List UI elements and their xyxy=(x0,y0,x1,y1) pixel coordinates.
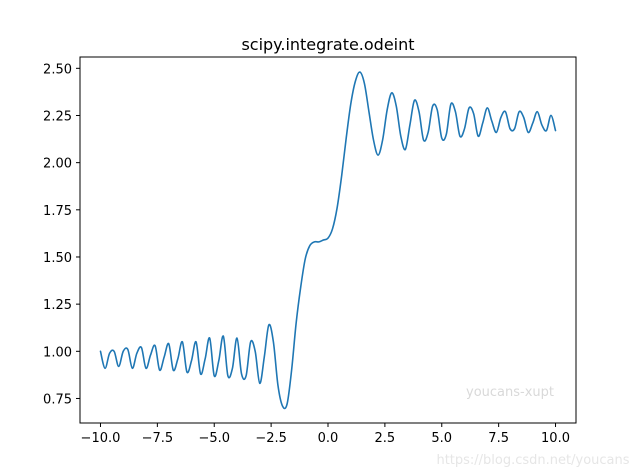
x-tick-label: 0.0 xyxy=(318,431,339,446)
x-tick-label: 5.0 xyxy=(431,431,452,446)
x-tick-label: 2.5 xyxy=(375,431,396,446)
x-tick-label: 10.0 xyxy=(541,431,570,446)
y-tick-label: 1.50 xyxy=(43,251,72,266)
y-tick-label: 1.25 xyxy=(43,298,72,313)
y-tick-label: 2.25 xyxy=(43,109,72,124)
y-tick-label: 1.75 xyxy=(43,204,72,219)
x-tick-label: 7.5 xyxy=(488,431,509,446)
x-tick-label: −5.0 xyxy=(198,431,230,446)
y-tick-label: 2.00 xyxy=(43,157,72,172)
chart-annotation: youcans-xupt xyxy=(466,385,554,400)
x-tick-label: −10.0 xyxy=(81,431,121,446)
page-watermark: https://blog.csdn.net/youcans xyxy=(436,453,629,468)
y-tick-label: 1.00 xyxy=(43,345,72,360)
x-tick-label: −2.5 xyxy=(255,431,287,446)
chart-title: scipy.integrate.odeint xyxy=(241,35,414,54)
x-tick-label: −7.5 xyxy=(142,431,174,446)
y-tick-label: 0.75 xyxy=(43,392,72,407)
y-tick-label: 2.50 xyxy=(43,62,72,77)
